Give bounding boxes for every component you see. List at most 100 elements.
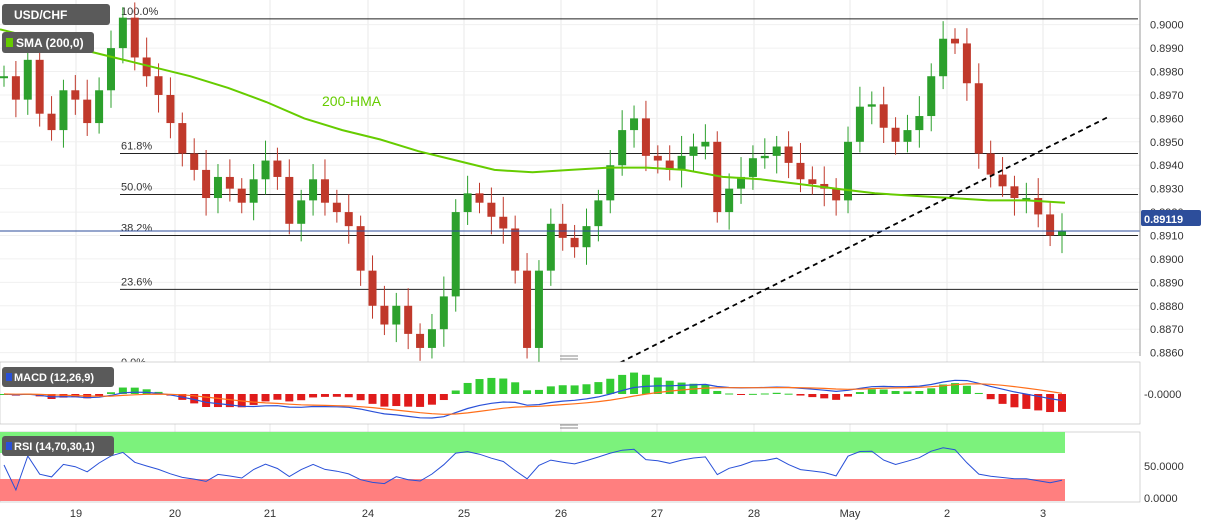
- macd-histogram-bar: [118, 387, 127, 394]
- macd-histogram-bar: [523, 390, 532, 394]
- macd-histogram-bar: [380, 394, 389, 407]
- panel-resize-handle-2[interactable]: [560, 424, 578, 429]
- candle-body: [915, 116, 924, 131]
- fib-label: 50.0%: [121, 182, 152, 194]
- macd-histogram-bar: [190, 394, 199, 404]
- macd-histogram-bar: [142, 389, 151, 394]
- y-tick-label: 0.8870: [1150, 324, 1184, 336]
- candle-body: [118, 17, 127, 49]
- symbol-badge[interactable]: [2, 4, 110, 25]
- x-tick-label: 2: [944, 508, 950, 520]
- candle-body: [701, 141, 710, 147]
- y-tick-label: 0.8950: [1150, 137, 1184, 149]
- macd-histogram-bar: [665, 380, 674, 394]
- macd-histogram-bar: [832, 394, 841, 400]
- candle-body: [320, 179, 329, 203]
- macd-histogram-bar: [951, 383, 960, 394]
- rsi-label: RSI (14,70,30,1): [14, 441, 95, 453]
- macd-histogram-bar: [130, 387, 139, 394]
- candle-body: [582, 226, 591, 248]
- macd-histogram-bar: [368, 394, 377, 404]
- macd-histogram-bar: [1022, 394, 1031, 409]
- candle-body: [618, 130, 627, 166]
- macd-histogram-bar: [213, 394, 222, 408]
- candle-body: [285, 176, 294, 224]
- candle-body: [832, 188, 841, 201]
- macd-histogram-bar: [986, 394, 995, 400]
- candle-body: [297, 200, 306, 224]
- x-tick-label: 27: [651, 508, 663, 520]
- candle-body: [95, 90, 104, 124]
- macd-histogram-bar: [927, 388, 936, 394]
- candle-body: [641, 118, 650, 156]
- hma-annotation: 200-HMA: [322, 93, 382, 109]
- rsi-line: [3, 447, 1063, 492]
- y-tick-label: 0.8990: [1150, 43, 1184, 55]
- candle-body: [1034, 198, 1043, 215]
- macd-histogram-bar: [499, 378, 508, 394]
- candle-body: [939, 38, 948, 77]
- candle-body: [35, 59, 44, 114]
- fib-label: 61.8%: [121, 141, 152, 153]
- candle-body: [213, 176, 222, 199]
- macd-histogram-bar: [962, 385, 971, 394]
- macd-histogram-bar: [641, 374, 650, 394]
- candle-body: [998, 174, 1007, 187]
- sma-badge[interactable]: [2, 32, 94, 53]
- candle-body: [808, 179, 817, 184]
- candle-body: [106, 48, 115, 91]
- macd-histogram-bar: [309, 394, 318, 398]
- candle-body: [178, 123, 187, 154]
- macd-histogram-bar: [261, 394, 270, 402]
- macd-histogram-bar: [225, 394, 234, 408]
- macd-histogram-bar: [820, 394, 829, 399]
- y-tick-label: 0.8930: [1150, 184, 1184, 196]
- price-panel: [0, 0, 1140, 356]
- macd-histogram-bar: [356, 394, 365, 401]
- macd-histogram-bar: [106, 392, 115, 394]
- macd-histogram-bar: [844, 394, 853, 397]
- macd-histogram-bar: [332, 394, 341, 397]
- macd-badge[interactable]: [2, 367, 114, 387]
- macd-histogram-bar: [808, 394, 817, 398]
- candle-body: [570, 237, 579, 248]
- rsi-badge[interactable]: [2, 436, 114, 456]
- macd-histogram-bar: [1010, 394, 1019, 408]
- candle-body: [760, 155, 769, 159]
- y-tick-label: 0.8890: [1150, 277, 1184, 289]
- macd-line: [3, 379, 1063, 419]
- candle-body: [249, 179, 258, 203]
- macd-histogram-bar: [939, 384, 948, 394]
- candle-body: [23, 59, 32, 100]
- candle-body: [332, 202, 341, 213]
- macd-histogram-bar: [463, 382, 472, 394]
- macd-histogram-bar: [974, 392, 983, 394]
- macd-histogram-bar: [784, 393, 793, 395]
- candle-body: [202, 169, 211, 199]
- candle-body: [487, 202, 496, 217]
- candle-body: [368, 270, 377, 306]
- candle-body: [1046, 214, 1055, 236]
- macd-histogram-bar: [558, 385, 567, 394]
- macd-histogram-bar: [915, 391, 924, 394]
- candle-body: [404, 305, 413, 334]
- y-tick-label: 0.8900: [1150, 254, 1184, 266]
- last-price-value: 0.89119: [1144, 214, 1183, 226]
- candle-body: [713, 141, 722, 213]
- macd-histogram-bar: [344, 394, 353, 398]
- macd-histogram-bar: [534, 389, 543, 394]
- y-tick-label: 0.8970: [1150, 90, 1184, 102]
- x-tick-label: 26: [555, 508, 567, 520]
- macd-histogram-bar: [202, 394, 211, 407]
- candle-body: [1010, 186, 1019, 199]
- candle-body: [903, 130, 912, 142]
- macd-label: MACD (12,26,9): [14, 372, 94, 384]
- panel-resize-handle[interactable]: [560, 355, 578, 360]
- x-tick-label: 20: [169, 508, 181, 520]
- candle-body: [427, 329, 436, 348]
- candle-body: [748, 158, 757, 177]
- candle-body: [523, 270, 532, 348]
- candle-body: [725, 188, 734, 213]
- macd-histogram-bar: [725, 393, 734, 395]
- candle-body: [190, 153, 199, 170]
